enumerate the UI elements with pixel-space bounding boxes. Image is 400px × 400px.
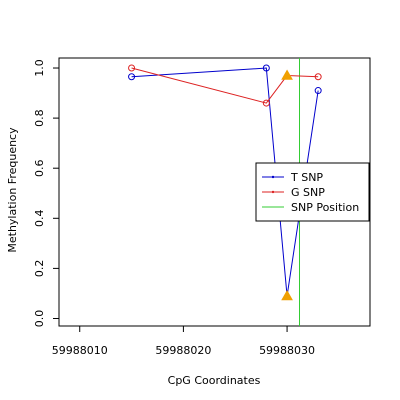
legend-label: T SNP bbox=[290, 171, 323, 184]
x-tick-label: 59988010 bbox=[52, 344, 108, 357]
y-tick-label: 0.2 bbox=[33, 260, 46, 278]
t-snp-snp-marker bbox=[281, 289, 293, 301]
y-tick-label: 1.0 bbox=[33, 59, 46, 77]
y-tick-label: 0.0 bbox=[33, 310, 46, 328]
x-tick-label: 59988020 bbox=[155, 344, 211, 357]
g-snp-line bbox=[131, 67, 319, 104]
legend-label: SNP Position bbox=[291, 201, 359, 214]
y-tick-label: 0.4 bbox=[33, 210, 46, 228]
y-tick-label: 0.6 bbox=[33, 159, 46, 177]
legend-swatch-dot bbox=[271, 190, 275, 194]
y-axis-label: Methylation Frequency bbox=[6, 127, 19, 253]
g-snp-point bbox=[128, 64, 136, 72]
plot-frame bbox=[58, 57, 371, 327]
g-snp-snp-marker bbox=[281, 69, 293, 80]
legend-swatch-dot bbox=[271, 175, 275, 179]
g-snp-point bbox=[314, 73, 322, 81]
g-snp-point bbox=[262, 99, 270, 107]
t-snp-point bbox=[262, 64, 270, 72]
x-axis-label: CpG Coordinates bbox=[168, 374, 261, 387]
y-tick-label: 0.8 bbox=[33, 109, 46, 127]
t-snp-point bbox=[314, 87, 322, 95]
x-tick-label: 59988030 bbox=[259, 344, 315, 357]
t-snp-point bbox=[128, 73, 136, 81]
legend-label: G SNP bbox=[291, 186, 325, 199]
